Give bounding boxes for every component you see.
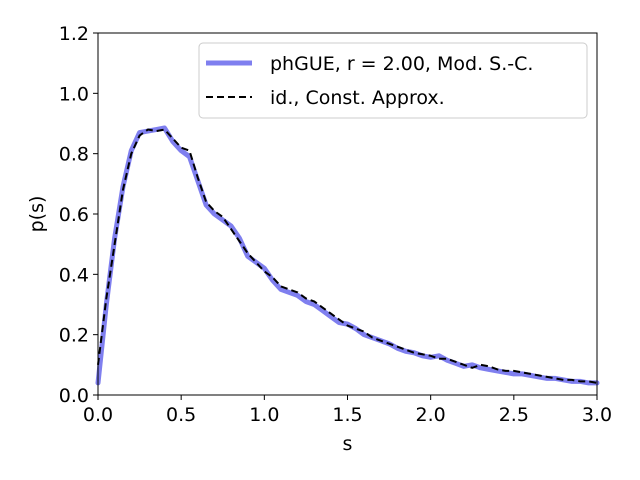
x-tick-label: 0.5: [166, 404, 196, 426]
legend-label-2: id., Const. Approx.: [270, 87, 445, 109]
series-layer: [95, 125, 600, 386]
y-tick-label: 0.6: [59, 204, 89, 226]
x-tick-label: 2.5: [499, 404, 529, 426]
y-axis-label: p(s): [26, 196, 48, 233]
x-tick-label: 0.0: [83, 404, 113, 426]
legend-box: [198, 42, 588, 119]
ticks-layer: 0.0 0.5 1.0 1.5 2.0 2.5 3.0 0.0 0.2 0.4 0.6 0.8 1.0 1…: [59, 23, 612, 426]
series-line-2: [97, 128, 598, 384]
x-tick-label: 1.0: [249, 404, 279, 426]
x-tick-label: 2.0: [416, 404, 446, 426]
legend-label-1: phGUE, r = 2.00, Mod. S.-C.: [270, 53, 533, 75]
y-tick-label: 0.2: [59, 325, 89, 347]
y-tick-label: 0.0: [59, 385, 89, 407]
x-axis-label: s: [343, 433, 353, 455]
legend: phGUE, r = 2.00, Mod. S.-C. id., Const. A…: [198, 42, 588, 119]
x-tick-label: 3.0: [582, 404, 612, 426]
y-tick-label: 1.2: [59, 23, 89, 45]
series-line-1: [95, 125, 600, 386]
x-tick-label: 1.5: [332, 404, 362, 426]
y-tick-label: 0.4: [59, 264, 89, 286]
y-tick-label: 0.8: [59, 144, 89, 166]
y-tick-label: 1.0: [59, 83, 89, 105]
